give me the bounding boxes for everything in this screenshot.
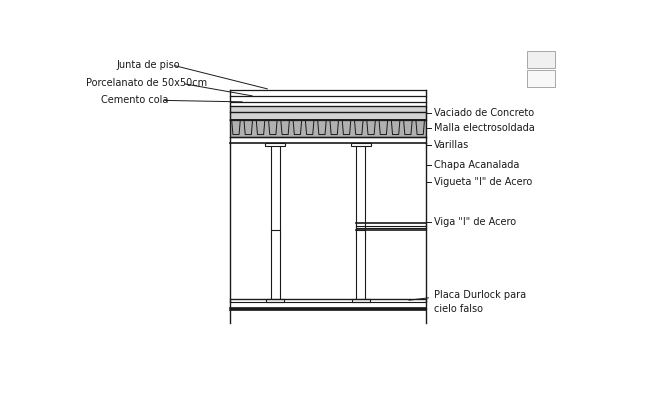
Bar [230,106,426,120]
Text: Cemento cola: Cemento cola [101,95,169,105]
Bar [356,230,365,300]
Text: Vigueta "I" de Acero: Vigueta "I" de Acero [434,177,532,187]
Text: Placa Durlock para
cielo falso: Placa Durlock para cielo falso [434,290,526,314]
Bar [352,299,370,302]
Bar [230,120,426,137]
Text: 8: 8 [538,74,543,83]
Text: top: top [543,57,553,62]
Bar [270,230,280,300]
Text: Vaciado de Concreto: Vaciado de Concreto [434,108,534,118]
Text: Chapa Acanalada: Chapa Acanalada [434,160,519,170]
Bar [230,308,426,310]
Bar [265,142,285,146]
Text: Viga "I" de Acero: Viga "I" de Acero [434,217,516,227]
Bar [270,142,280,239]
Text: W: W [530,55,538,64]
Bar [527,51,555,68]
Text: Malla electrosoldada: Malla electrosoldada [434,123,534,133]
Bar [266,299,284,302]
Bar [527,70,555,86]
Text: Varillas: Varillas [434,140,469,150]
Text: Junta de piso: Junta de piso [116,60,180,70]
Bar [351,142,370,146]
Text: Porcelanato de 50x50cm: Porcelanato de 50x50cm [86,78,207,88]
Bar [356,142,365,239]
